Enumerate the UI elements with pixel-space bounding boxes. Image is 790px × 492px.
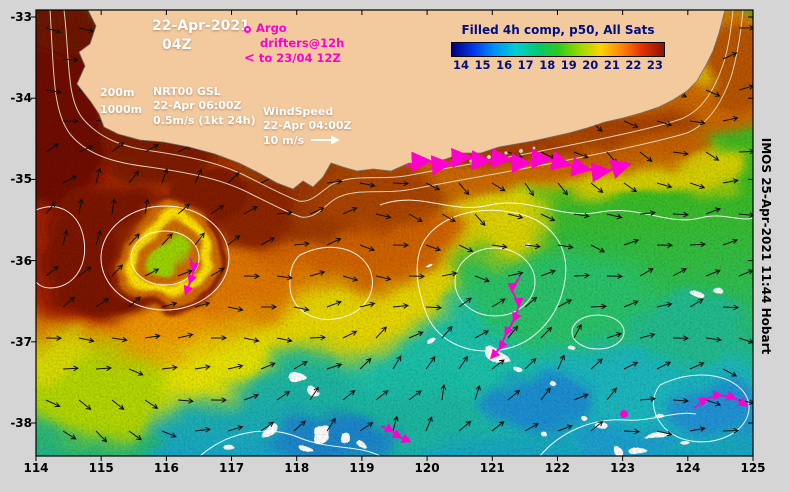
drifter-track bbox=[380, 423, 412, 443]
colorbar-tick-label: 20 bbox=[582, 57, 599, 72]
x-axis-label: 116 bbox=[153, 461, 179, 475]
argo-legend-row: Argo bbox=[244, 21, 344, 36]
argo-marker-icon bbox=[244, 26, 251, 33]
wind-line1: WindSpeed bbox=[263, 105, 334, 118]
colorbar-tick-label: 22 bbox=[625, 57, 642, 72]
colorbar-gradient bbox=[451, 41, 665, 57]
wind-reference-arrow bbox=[311, 135, 341, 145]
x-axis-label: 124 bbox=[675, 461, 701, 475]
y-axis-label: -37 bbox=[10, 334, 32, 349]
x-axis-label: 123 bbox=[610, 461, 636, 475]
colorbar: Filled 4h comp, p50, All Sats 14 15 16 17 18… bbox=[451, 23, 665, 73]
argo-float-marker bbox=[620, 410, 628, 418]
y-axis-label: -36 bbox=[10, 253, 32, 268]
colorbar-tick-label: 19 bbox=[560, 57, 577, 72]
colorbar-tick-label: 15 bbox=[474, 57, 491, 72]
drifter-track bbox=[490, 275, 524, 360]
colorbar-tick-label: 23 bbox=[646, 57, 663, 72]
x-axis-label: 114 bbox=[23, 461, 49, 475]
colorbar-tick-label: 16 bbox=[496, 57, 513, 72]
wind-speed-label: 10 m/s bbox=[263, 133, 305, 147]
colorbar-ticks: 14 15 16 17 18 19 20 21 22 23 bbox=[451, 58, 665, 73]
drifter-track bbox=[405, 147, 632, 183]
y-axis-label: -38 bbox=[10, 416, 32, 430]
y-axis-label: -33 bbox=[10, 10, 32, 24]
y-axis-label: -34 bbox=[10, 91, 32, 106]
gsl-line1: NRT00 GSL bbox=[153, 85, 221, 98]
y-axis-label: -35 bbox=[10, 172, 32, 187]
drifter-track bbox=[183, 257, 199, 296]
depth-contour-labels: 200m 1000m bbox=[100, 85, 142, 118]
argo-label: Argo bbox=[256, 21, 287, 35]
axis-ticks bbox=[31, 10, 754, 461]
drifter-legend: Argo drifters@12h < to 23/04 12Z bbox=[244, 21, 344, 68]
credit-text: IMOS 25-Apr-2021 11:44 Hobart bbox=[756, 0, 776, 492]
x-axis-label: 118 bbox=[284, 461, 310, 475]
contour-label-1000m: 1000m bbox=[100, 102, 143, 116]
drifters-line1: drifters@12h bbox=[260, 35, 345, 50]
credit-label: IMOS 25-Apr-2021 11:44 Hobart bbox=[759, 137, 773, 355]
colorbar-tick-label: 14 bbox=[453, 57, 470, 72]
contour-label-200m: 200m bbox=[100, 86, 135, 99]
drifter-tracks bbox=[183, 147, 749, 443]
colorbar-title: Filled 4h comp, p50, All Sats bbox=[461, 23, 655, 37]
wind-line2: 22-Apr 04:00Z bbox=[263, 119, 352, 133]
hour-line: 04Z bbox=[162, 36, 192, 53]
plot-border bbox=[35, 9, 754, 457]
colorbar-tick-label: 18 bbox=[539, 57, 556, 72]
x-axis-label: 122 bbox=[544, 461, 570, 475]
x-axis-label: 125 bbox=[740, 461, 766, 475]
map-datetime: 22-Apr-2021 04Z bbox=[152, 17, 250, 55]
drifter-arrow-icon: < bbox=[244, 50, 255, 66]
colorbar-tick-label: 21 bbox=[603, 57, 620, 72]
gsl-info: NRT00 GSL 22-Apr 06:00Z 0.5m/s (1kt 24h) bbox=[153, 85, 256, 128]
x-axis-label: 117 bbox=[219, 461, 245, 475]
x-axis-label: 115 bbox=[88, 461, 114, 475]
wind-line3-row: 10 m/s bbox=[263, 134, 352, 148]
gsl-line3: 0.5m/s (1kt 24h) bbox=[153, 113, 256, 127]
colorbar-tick-label: 17 bbox=[517, 57, 534, 72]
drifter-track bbox=[693, 390, 749, 409]
wind-info: WindSpeed 22-Apr 04:00Z 10 m/s bbox=[263, 105, 352, 148]
gsl-line2: 22-Apr 06:00Z bbox=[153, 99, 242, 113]
x-axis-label: 121 bbox=[479, 461, 505, 475]
x-axis-label: 119 bbox=[349, 461, 375, 475]
drifters-line2: to 23/04 12Z bbox=[258, 50, 341, 65]
drifters-line2-row: < to 23/04 12Z bbox=[244, 51, 344, 68]
x-axis-label: 120 bbox=[414, 461, 440, 475]
date-line: 22-Apr-2021 bbox=[152, 18, 250, 34]
